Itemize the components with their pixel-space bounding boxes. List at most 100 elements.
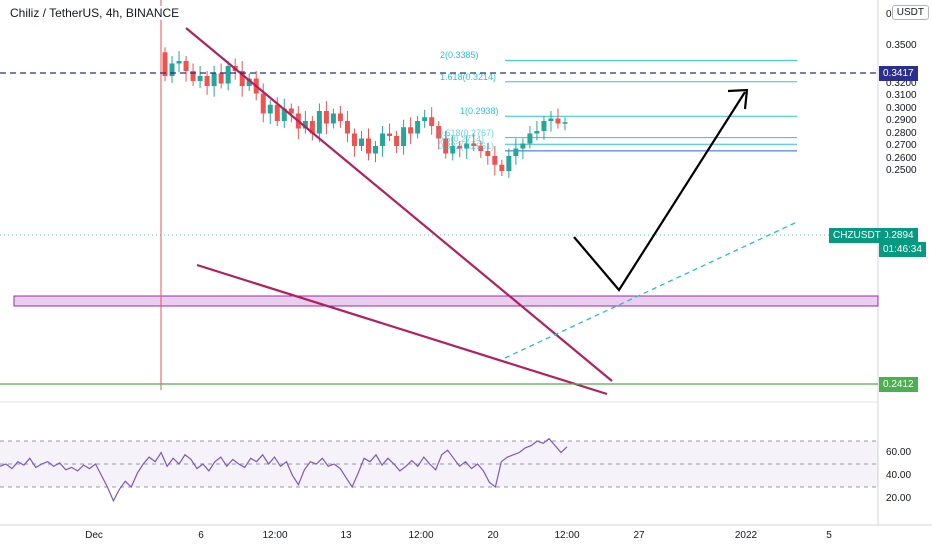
time-tick-label: 12:00 xyxy=(262,530,288,541)
rsi-tick-label: 60.00 xyxy=(886,446,912,458)
candle-countdown: 01:46:34 xyxy=(879,242,926,257)
price-tick-label: 0.2600 xyxy=(886,152,917,164)
candle-body xyxy=(281,108,287,121)
candle-body xyxy=(246,78,252,86)
rsi-panel xyxy=(0,437,878,503)
price-tick-label: 0.2900 xyxy=(886,115,917,126)
time-tick-label: 2022 xyxy=(734,530,758,541)
candle-body xyxy=(351,133,357,146)
support-level-tag: 0.2412 xyxy=(879,377,918,392)
candle-body xyxy=(176,61,182,64)
candle-body xyxy=(450,146,456,154)
candle-body xyxy=(478,146,484,151)
projection-arrow xyxy=(0,72,878,385)
time-tick-label: 27 xyxy=(633,530,645,541)
candle-body xyxy=(183,61,189,71)
symbol-label: CHZUSDT xyxy=(829,228,885,243)
time-tick-label: 12:00 xyxy=(408,530,434,541)
time-tick-label: 6 xyxy=(198,530,204,541)
rsi-tick-label: 20.00 xyxy=(886,492,912,504)
candle-body xyxy=(443,138,449,154)
candle-body xyxy=(204,76,210,86)
price-tick-label: 0 xyxy=(886,9,892,20)
candle-body xyxy=(394,136,400,146)
wedge-upper-line xyxy=(185,27,613,382)
candle-body xyxy=(541,121,547,131)
demand-zone xyxy=(13,295,879,307)
time-tick-label: 13 xyxy=(340,530,352,541)
fib-level-label: 1(0.2938) xyxy=(460,106,499,117)
time-tick-label: 5 xyxy=(826,530,832,541)
candle-body xyxy=(548,118,554,121)
price-tick-label: 0.2500 xyxy=(886,165,917,176)
candle-body xyxy=(267,104,273,114)
candle-body xyxy=(330,113,336,124)
candle-body xyxy=(513,148,519,156)
candle-body xyxy=(344,121,350,134)
candle-body xyxy=(471,143,477,146)
price-tick-label: 0.2700 xyxy=(886,140,917,151)
candle-body xyxy=(464,143,470,149)
candle-body xyxy=(422,117,428,121)
candle-body xyxy=(492,156,498,165)
falling-wedge xyxy=(185,27,798,396)
candle-body xyxy=(520,143,526,149)
candle-body xyxy=(190,71,196,81)
candle-body xyxy=(415,121,421,134)
current-price-tag: 0.2894 xyxy=(879,228,918,243)
chart-title: Chiliz / TetherUS, 4h, BINANCE xyxy=(7,6,183,20)
candle-body xyxy=(401,127,407,146)
price-tick-label: 0.2800 xyxy=(886,127,917,139)
candle-body xyxy=(358,138,364,146)
candle-body xyxy=(380,133,386,146)
rsi-line xyxy=(0,437,568,503)
candle-body xyxy=(309,121,315,134)
candle-body xyxy=(408,127,414,134)
candle-body xyxy=(162,52,168,76)
fibonacci-extension xyxy=(505,59,797,152)
candle-body xyxy=(197,76,203,81)
rsi-tick-label: 40.00 xyxy=(886,469,912,481)
price-tick-label: 0.3000 xyxy=(886,102,917,114)
candle-body xyxy=(555,118,561,124)
trend-projection-line xyxy=(504,221,798,359)
candle-body xyxy=(274,104,280,121)
candle-body xyxy=(457,146,463,149)
candle-body xyxy=(499,164,505,171)
candle-body xyxy=(260,93,266,114)
candle-body xyxy=(225,66,231,84)
candle-body xyxy=(429,117,435,126)
dashed-level-tag: 0.3417 xyxy=(879,66,918,81)
candle-body xyxy=(506,156,512,171)
arrow-head xyxy=(727,88,749,110)
fib-level-label: 0.618(0.2767) xyxy=(438,127,495,138)
candle-body xyxy=(288,108,294,114)
currency-button[interactable]: USDT xyxy=(891,5,929,20)
candle-body xyxy=(436,126,442,139)
price-tick-label: 0.3500 xyxy=(886,40,917,51)
candle-body xyxy=(485,151,491,156)
time-tick-label: Dec xyxy=(85,530,103,541)
candle-body xyxy=(527,133,533,144)
candle-body xyxy=(366,138,372,154)
chart-grid xyxy=(0,0,932,526)
candle-body xyxy=(211,73,217,86)
candle-body xyxy=(323,111,329,124)
price-tick-label: 0.3200 xyxy=(886,77,917,89)
candle-body xyxy=(169,63,175,76)
fib-level-label: 0.5(0.2714) xyxy=(438,134,485,145)
price-tick-label: 0.3100 xyxy=(886,90,917,101)
candle-body xyxy=(239,71,245,86)
candle-body xyxy=(218,73,224,84)
time-tick-label: 12:00 xyxy=(554,530,580,541)
candle-body xyxy=(387,133,393,136)
candle-body xyxy=(562,122,568,124)
fib-level-label: 1.618(0.3214) xyxy=(440,71,497,82)
candle-body xyxy=(316,111,322,134)
candle-body xyxy=(337,113,343,121)
fib-level-label: 2(0.3385) xyxy=(440,50,479,61)
wedge-lower-line xyxy=(196,263,608,396)
projection-path xyxy=(573,91,746,292)
fib-level-label: 0.382(0.2661) xyxy=(438,140,495,151)
